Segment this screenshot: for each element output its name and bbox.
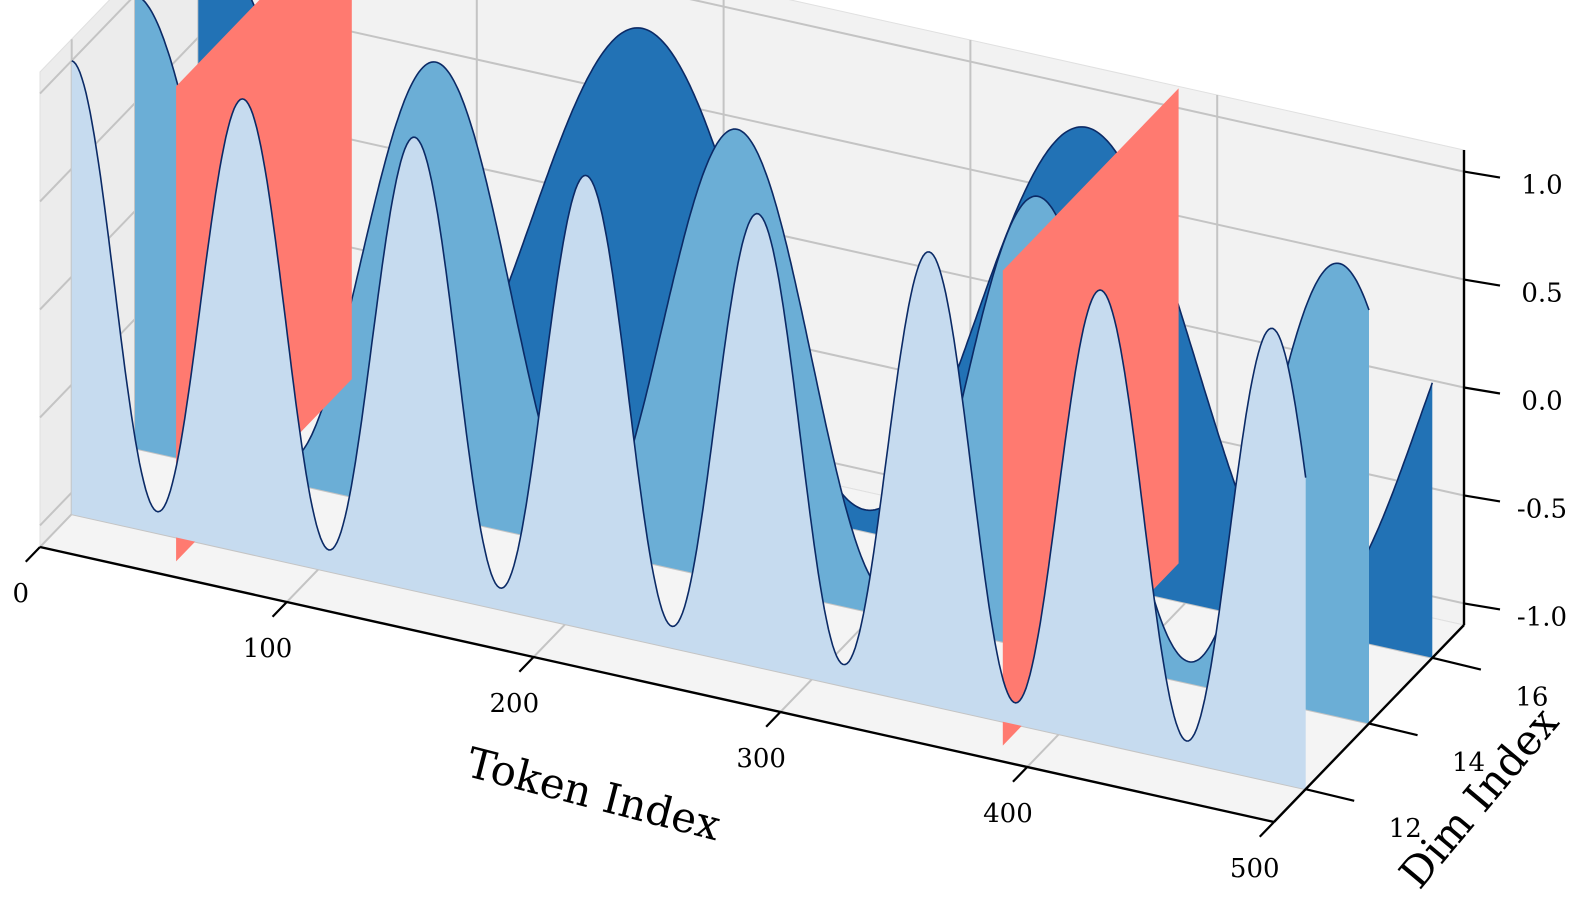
axes-lines: [24, 150, 1501, 838]
x-tick-label: 500: [1230, 854, 1280, 884]
series-fill-dim-12: [71, 60, 1306, 790]
z-tick-mark: [1463, 278, 1501, 287]
z-tick-label: 0.0: [1521, 387, 1562, 417]
x-tick-mark: [24, 546, 41, 563]
tick-labels: 0 100 200 300 400 500 12 14 16 -1.0 -0.5 0.0 0.5 1.0: [12, 171, 1567, 884]
x-tick-label: 400: [983, 799, 1033, 829]
z-tick-label: 0.5: [1521, 279, 1562, 309]
x-tick-mark: [765, 711, 782, 728]
z-tick-label: 1.0: [1521, 171, 1562, 201]
x-tick-mark: [271, 601, 288, 618]
y-tick-mark: [1368, 722, 1418, 737]
y-tick-label: 12: [1389, 814, 1422, 844]
z-gridline: [39, 0, 1465, 173]
x-tick-label: 0: [12, 579, 29, 609]
y-tick-label: 14: [1452, 748, 1485, 778]
y-tick-label: 16: [1515, 683, 1548, 713]
x-tick-mark: [1012, 766, 1028, 783]
x-axis-line: [39, 545, 1275, 824]
z-tick-mark: [1463, 602, 1501, 611]
series-layer: [71, 0, 1434, 790]
z-tick-label: -0.5: [1517, 494, 1567, 524]
y-tick-mark: [1432, 656, 1482, 671]
x-tick-mark: [1258, 821, 1275, 838]
z-tick-mark: [1463, 170, 1501, 179]
x-tick-label: 200: [490, 689, 540, 719]
y-tick-mark: [1305, 788, 1355, 802]
x-tick-label: 300: [736, 744, 786, 774]
series-line-dim-12: [71, 60, 1307, 742]
x-tick-label: 100: [243, 634, 293, 664]
z-tick-mark: [1463, 494, 1501, 503]
z-tick-mark: [1463, 386, 1501, 395]
x-tick-mark: [518, 656, 535, 673]
z-tick-label: -1.0: [1517, 602, 1567, 632]
y-axis-label: Dim Index: [1390, 698, 1569, 898]
x-axis-label: Token Index: [462, 738, 726, 851]
